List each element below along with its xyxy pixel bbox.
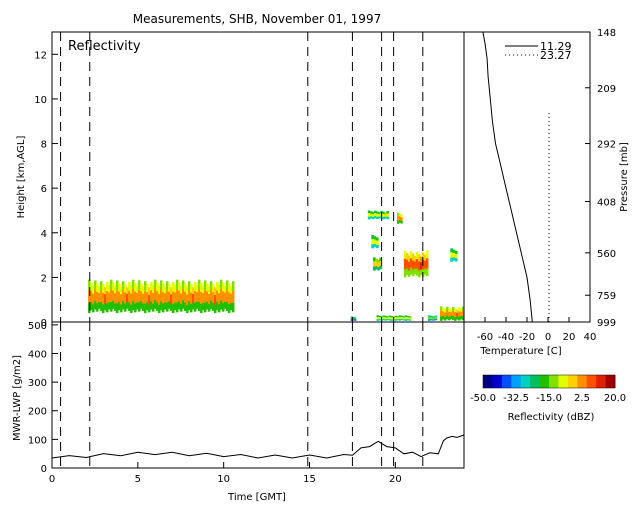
temperature-axis-label: Temperature [C] xyxy=(479,346,561,357)
height-axis-label: Height [km,AGL] xyxy=(16,136,27,219)
pressure-tick-label: 209 xyxy=(597,84,616,95)
lwp-tick-label: 100 xyxy=(28,435,47,446)
echo-cell xyxy=(397,212,403,224)
echo-cell xyxy=(88,279,235,314)
height-tick-label: 0 xyxy=(41,318,47,329)
lwp-axis-ticks: 0 100 200 300 400 500 xyxy=(28,321,58,475)
reflectivity-panel: Reflectivity Height [km,AGL] 0 2 4 6 8 10 12 xyxy=(16,31,465,329)
colorbar-swatch xyxy=(558,375,569,388)
colorbar-swatch xyxy=(483,375,493,388)
legend-label-dotted: 23.27 xyxy=(540,49,572,62)
colorbar-tick-label: -50.0 xyxy=(470,393,496,404)
height-axis-ticks: 0 2 4 6 8 10 12 xyxy=(34,50,58,329)
colorbar-swatch xyxy=(577,375,588,388)
temperature-tick-label: -20 xyxy=(519,332,535,343)
echo-cell xyxy=(450,248,458,262)
temperature-tick-label: 40 xyxy=(584,332,597,343)
pressure-tick-label: 292 xyxy=(597,140,616,151)
colorbar-swatches xyxy=(483,375,616,388)
colorbar-swatch xyxy=(596,375,606,388)
colorbar-tick-label: 2.5 xyxy=(574,393,590,404)
colorbar-swatch xyxy=(567,375,578,388)
echo-cell xyxy=(367,210,389,220)
event-lines-bottom xyxy=(60,322,424,468)
sounding-panel: -60 -40 -20 0 20 40 Temperature [C] 148 209 292… xyxy=(463,28,630,357)
echo-cell xyxy=(376,315,412,321)
lwp-tick-label: 0 xyxy=(41,464,47,475)
colorbar-swatch xyxy=(511,375,522,388)
time-axis-ticks: 0 5 10 15 20 xyxy=(49,462,402,485)
legend-label-solid: 11.29 xyxy=(540,40,572,53)
echo-cell xyxy=(427,315,438,321)
reflectivity-label: Reflectivity xyxy=(68,39,141,54)
height-tick-label: 6 xyxy=(41,184,47,195)
colorbar: -50.0 -32.5 -15.0 2.5 20.0 Reflectivity (dBZ… xyxy=(470,374,626,423)
height-tick-label: 12 xyxy=(34,50,47,61)
temperature-tick-label: 20 xyxy=(563,332,576,343)
time-tick-label: 5 xyxy=(135,474,141,485)
sounding-legend: 11.29 23.27 xyxy=(505,40,572,62)
pressure-tick-label: 759 xyxy=(597,291,616,302)
temperature-tick-label: -40 xyxy=(498,332,514,343)
echo-cell xyxy=(439,306,465,321)
echo-cell xyxy=(350,316,357,321)
lwp-tick-label: 200 xyxy=(28,407,47,418)
echo-cell xyxy=(403,250,429,278)
colorbar-swatch xyxy=(492,375,503,388)
height-tick-label: 4 xyxy=(41,229,47,240)
lwp-plot-frame xyxy=(51,321,465,469)
lwp-tick-label: 500 xyxy=(28,321,47,332)
colorbar-swatch xyxy=(530,375,540,388)
pressure-axis-label: Pressure [mb] xyxy=(619,142,630,212)
colorbar-tick-label: 20.0 xyxy=(604,393,626,404)
time-tick-label: 10 xyxy=(217,474,230,485)
colorbar-swatch xyxy=(586,375,597,388)
pressure-tick-label: 999 xyxy=(597,318,616,329)
time-tick-label: 15 xyxy=(303,474,316,485)
colorbar-swatch xyxy=(501,375,512,388)
lwp-series-line xyxy=(51,434,465,459)
lwp-tick-label: 400 xyxy=(28,349,47,360)
temperature-tick-label: -60 xyxy=(477,332,493,343)
height-tick-label: 8 xyxy=(41,140,47,151)
temperature-axis-ticks: -60 -40 -20 0 20 40 xyxy=(477,317,597,343)
event-lines-top xyxy=(60,32,424,322)
time-axis-label: Time [GMT] xyxy=(227,492,286,503)
colorbar-tick-label: -15.0 xyxy=(536,393,562,404)
pressure-axis-ticks: 148 209 292 408 560 759 999 xyxy=(585,28,616,329)
colorbar-frame xyxy=(482,374,616,389)
lwp-axis-label: MWR-LWP [g/m2] xyxy=(12,355,23,441)
colorbar-swatch xyxy=(539,375,550,388)
height-tick-label: 2 xyxy=(41,273,47,284)
echo-cell xyxy=(373,257,383,271)
echo-cell xyxy=(371,235,379,249)
pressure-tick-label: 560 xyxy=(597,249,616,260)
colorbar-tick-label: -32.5 xyxy=(503,393,529,404)
lwp-tick-label: 300 xyxy=(28,378,47,389)
reflectivity-plot-frame xyxy=(51,31,465,323)
temperature-tick-label: 0 xyxy=(545,332,551,343)
pressure-tick-label: 408 xyxy=(597,198,616,209)
reflectivity-echoes xyxy=(88,210,465,321)
figure-title: Measurements, SHB, November 01, 1997 xyxy=(133,12,381,26)
colorbar-tick-labels: -50.0 -32.5 -15.0 2.5 20.0 xyxy=(470,393,626,404)
sounding-series-solid xyxy=(482,31,533,323)
colorbar-swatch xyxy=(605,375,616,388)
colorbar-label: Reflectivity (dBZ) xyxy=(508,412,595,423)
pressure-tick-label: 148 xyxy=(597,28,616,39)
time-tick-label: 20 xyxy=(389,474,402,485)
height-tick-label: 10 xyxy=(34,95,47,106)
colorbar-swatch xyxy=(520,375,531,388)
time-tick-label: 0 xyxy=(49,474,55,485)
colorbar-swatch xyxy=(549,375,559,388)
